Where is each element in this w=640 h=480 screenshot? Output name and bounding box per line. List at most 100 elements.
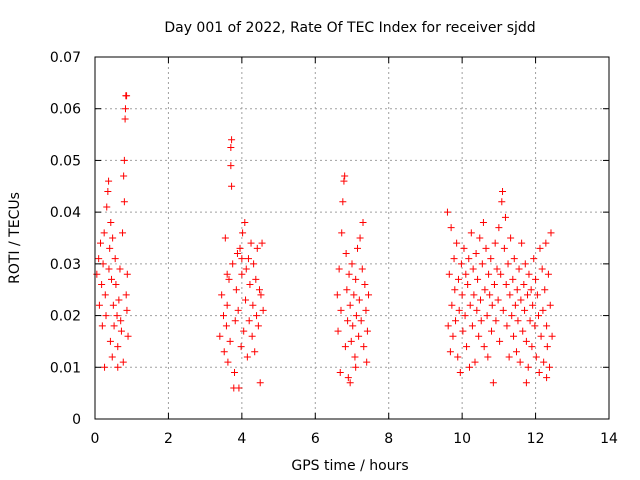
x-tick-label: 14 [600,431,618,447]
data-point [123,92,131,100]
data-point [225,275,233,283]
data-point [105,177,113,185]
x-tick-label: 12 [527,431,545,447]
data-point [499,187,507,195]
data-point [349,322,357,330]
y-tick-label: 0.05 [50,153,81,169]
data-point [352,363,360,371]
data-point [235,384,243,392]
x-axis-label: GPS time / hours [291,458,408,474]
data-point [239,229,247,237]
data-point [450,255,458,263]
data-point [108,353,116,361]
data-point [105,265,113,273]
data-point [247,239,255,247]
data-point [467,229,475,237]
data-point [358,265,366,273]
data-point [236,244,244,252]
data-point [259,306,267,314]
data-point [453,239,461,247]
data-point [227,162,235,170]
data-point [539,306,547,314]
data-point [355,332,363,340]
plot-frame [94,56,610,420]
y-tick-label: 0.03 [50,257,81,273]
data-point [454,275,462,283]
data-point [253,312,261,320]
data-point [228,182,236,190]
data-point [232,286,240,294]
data-point [491,239,499,247]
y-tick-label: 0.01 [50,360,81,376]
data-point [482,244,490,252]
data-point [339,198,347,206]
data-point [461,312,469,320]
data-point [237,343,245,351]
data-point [525,270,533,278]
data-point [488,327,496,335]
data-point [341,172,349,180]
data-point [499,306,507,314]
data-point [345,270,353,278]
data-point [112,281,120,289]
data-point [120,172,128,180]
data-point [100,229,108,237]
data-point [106,244,114,252]
data-point [107,218,115,226]
data-point [103,203,111,211]
data-point [362,306,370,314]
data-point [443,208,451,216]
data-point [116,265,124,273]
data-point [516,358,524,366]
data-point [333,291,341,299]
data-point [113,312,121,320]
data-point [231,368,239,376]
data-point [517,296,525,304]
data-point [245,317,253,325]
data-point [542,239,550,247]
data-point [98,281,106,289]
data-point [246,281,254,289]
data-point [504,260,512,268]
data-point [119,358,127,366]
data-point [119,229,127,237]
data-point [448,301,456,309]
data-point [515,265,523,273]
data-point [117,327,125,335]
data-point [527,286,535,294]
data-point [122,291,130,299]
data-point [341,343,349,351]
data-point [354,244,362,252]
data-point [222,322,230,330]
x-axis-ticks: 0 2 4 6 8 10 12 14 [91,57,618,447]
data-point [512,348,520,356]
data-point [355,296,363,304]
data-point [249,301,257,309]
data-point [473,306,481,314]
data-point [241,218,249,226]
data-point [350,291,358,299]
data-point [483,312,491,320]
data-point [446,348,454,356]
x-tick-label: 0 [91,431,100,447]
data-point [117,317,125,325]
data-point [447,224,455,232]
data-point [365,291,373,299]
data-point [478,260,486,268]
data-point [352,312,360,320]
data-point [108,275,116,283]
data-point [484,353,492,361]
data-point [93,270,101,278]
data-point [537,332,545,340]
data-point [351,353,359,361]
data-point [340,177,348,185]
data-point [475,332,483,340]
data-point [513,286,521,294]
x-tick-label: 2 [164,431,173,447]
data-point [454,353,462,361]
y-tick-label: 0.06 [50,102,81,118]
data-point [522,337,530,345]
data-point [485,270,493,278]
data-point [115,296,123,304]
